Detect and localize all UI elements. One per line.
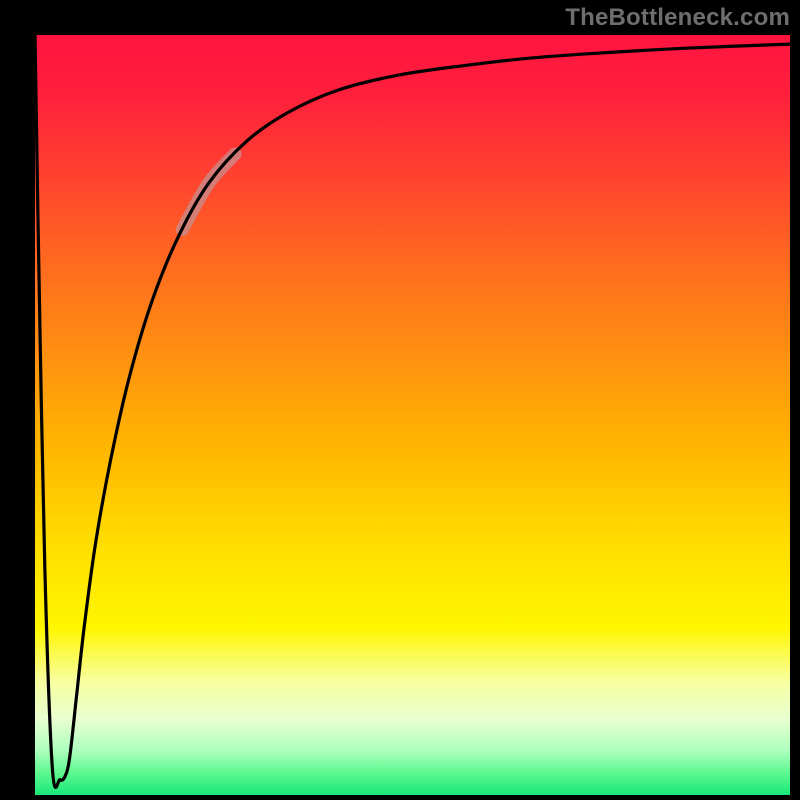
plot-area — [35, 35, 790, 795]
chart-frame: TheBottleneck.com — [0, 0, 800, 800]
watermark-text: TheBottleneck.com — [565, 4, 790, 32]
